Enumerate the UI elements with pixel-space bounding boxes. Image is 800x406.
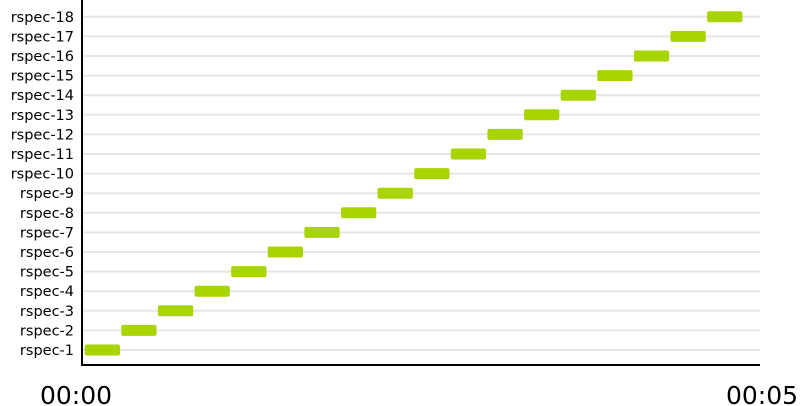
x-tick-labels: 00:00 00:05	[40, 381, 798, 406]
bar	[84, 344, 120, 356]
x-tick-label: 00:00	[40, 381, 112, 406]
row-labels: rspec-1 rspec-2 rspec-3 rspec-4 rspec-5 rspec…	[11, 10, 74, 359]
row-label: rspec-11	[11, 147, 74, 163]
bar	[231, 266, 267, 278]
bar	[377, 187, 413, 199]
row-label: rspec-10	[11, 167, 74, 183]
row-label: rspec-14	[11, 88, 74, 104]
row-label: rspec-6	[20, 245, 74, 261]
bar	[194, 285, 230, 297]
bar	[121, 324, 157, 336]
row-label: rspec-2	[20, 323, 74, 339]
x-tick-label: 00:05	[726, 381, 798, 406]
row-label: rspec-13	[11, 108, 74, 124]
bar	[267, 246, 304, 258]
bar	[524, 109, 560, 121]
row-label: rspec-15	[11, 69, 74, 85]
row-label: rspec-4	[20, 284, 74, 300]
bars	[84, 11, 743, 356]
row-label: rspec-9	[20, 186, 74, 202]
row-label: rspec-12	[11, 127, 74, 143]
bar	[560, 89, 596, 101]
bar	[633, 50, 670, 62]
bar	[597, 70, 633, 82]
bar	[304, 226, 340, 238]
grid-lines	[82, 15, 760, 351]
bar	[707, 11, 743, 23]
bar	[670, 30, 706, 42]
bar	[340, 207, 377, 219]
row-label: rspec-5	[20, 265, 74, 281]
row-label: rspec-7	[20, 225, 74, 241]
row-label: rspec-3	[20, 304, 74, 320]
bar	[450, 148, 487, 160]
bar	[157, 305, 194, 317]
row-label: rspec-17	[11, 29, 74, 45]
bar	[414, 168, 450, 180]
row-label: rspec-16	[11, 49, 74, 65]
bar	[487, 128, 523, 140]
row-label: rspec-18	[11, 10, 74, 26]
row-label: rspec-1	[20, 343, 74, 359]
row-label: rspec-8	[20, 206, 74, 222]
